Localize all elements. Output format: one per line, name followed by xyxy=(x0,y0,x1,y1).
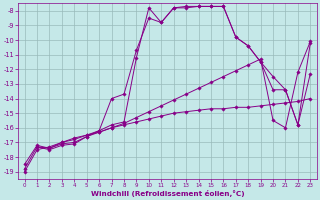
X-axis label: Windchill (Refroidissement éolien,°C): Windchill (Refroidissement éolien,°C) xyxy=(91,190,244,197)
